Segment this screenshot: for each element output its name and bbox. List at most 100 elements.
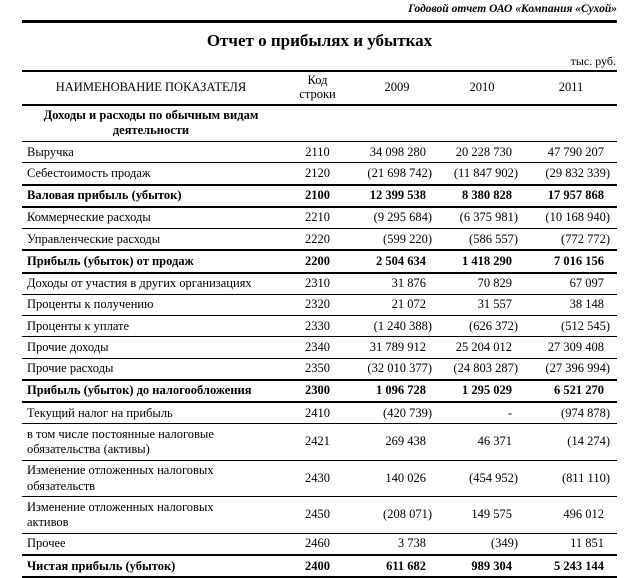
running-header: Годовой отчет ОАО «Компания «Сухой» (22, 0, 617, 20)
cell-y2011: 7 016 156 (554, 253, 604, 268)
cell-y2009: 3 738 (397, 536, 426, 551)
cell-code: 2350 (305, 361, 330, 375)
cell-y2011 (525, 105, 617, 142)
table-row: Прочее 2460 3 738 (349) 11 851 (22, 533, 617, 555)
cell-label: Изменение отложенных налоговых активов (27, 499, 214, 529)
cell-y2009: 31 789 912 (369, 339, 426, 354)
report-title: Отчет о прибылях и убытках (206, 31, 433, 50)
cell-y2011: (14 274) (567, 434, 610, 449)
cell-y2010: 25 204 012 (455, 339, 512, 354)
cell-y2009: 31 876 (391, 276, 426, 290)
table-row: Прочие расходы 2350 (32 010 377) (24 803 28… (22, 358, 617, 380)
table-row: Проценты к уплате 2330 (1 240 388) (626 372… (22, 315, 617, 337)
column-header-2010: 2010 (469, 79, 495, 94)
table-row: Доходы и расходы по обычным видам деятел… (22, 105, 617, 142)
cell-y2009: 611 682 (386, 558, 426, 573)
cell-y2009 (355, 105, 439, 142)
cell-label: Валовая прибыль (убыток) (27, 188, 182, 202)
table-row: Управленческие расходы 2220 (599 220) (586 … (22, 228, 617, 251)
cell-y2010: 1 295 029 (462, 383, 512, 398)
cell-y2011: (772 772) (561, 231, 610, 246)
table-row: Себестоимость продаж 2120 (21 698 742) (11 … (22, 162, 617, 185)
cell-code: 2220 (305, 231, 330, 246)
cell-y2009: (32 010 377) (367, 361, 432, 375)
cell-y2010: 989 304 (471, 558, 512, 573)
table-row: Доходы от участия в других организациях 2… (22, 272, 617, 295)
cell-code: 2310 (305, 276, 330, 290)
cell-label: Проценты к уплате (27, 318, 130, 333)
report-page: Годовой отчет ОАО «Компания «Сухой» Отче… (22, 0, 617, 578)
cell-label: Прочее (27, 536, 66, 551)
cell-code (280, 105, 355, 142)
header-rule (22, 20, 617, 23)
table-row: Валовая прибыль (убыток) 2100 12 399 538 8 … (22, 184, 617, 207)
table-row: Текущий налог на прибыль 2410 (420 739) - (9… (22, 402, 617, 424)
table-row: в том числе постоянные налоговые обязате… (22, 423, 617, 461)
cell-y2010: - (507, 405, 512, 420)
table-row: Изменение отложенных налоговых активов 24… (22, 496, 617, 534)
cell-y2011: 496 012 (563, 507, 604, 522)
cell-y2009: 2 504 634 (376, 253, 426, 268)
cell-label: Прибыль (убыток) до налогообложения (27, 383, 252, 398)
cell-y2009: 140 026 (385, 470, 426, 485)
cell-code: 2450 (305, 507, 330, 522)
cell-code: 2110 (305, 144, 330, 159)
cell-label: Изменение отложенных налоговых обязатель… (27, 463, 214, 493)
table-row: Прибыль (убыток) от продаж 2200 2 504 634 1… (22, 250, 617, 273)
pnl-table: НАИМЕНОВАНИЕ ПОКАЗАТЕЛЯ Код строки 2009 … (22, 70, 617, 578)
cell-y2009: 34 098 280 (369, 144, 426, 159)
cell-y2010: 149 575 (471, 507, 512, 522)
table-row: Выручка 2110 34 098 280 20 228 730 47 790 20… (22, 141, 617, 163)
column-header-code: Код строки (299, 73, 336, 101)
table-row: Прочие доходы 2340 31 789 912 25 204 012 27 … (22, 336, 617, 358)
cell-y2011: 47 790 207 (547, 144, 604, 159)
cell-y2009: 21 072 (391, 297, 426, 312)
cell-y2009: (21 698 742) (367, 165, 432, 180)
cell-y2010: (626 372) (469, 318, 518, 333)
cell-y2011: 27 309 408 (547, 339, 604, 354)
cell-label: Себестоимость продаж (27, 165, 151, 180)
cell-y2009: 269 438 (385, 434, 426, 449)
cell-y2011: (811 110) (561, 470, 610, 485)
column-header-2011: 2011 (558, 79, 584, 94)
column-header-2009: 2009 (384, 79, 410, 94)
cell-label: Управленческие расходы (27, 231, 161, 246)
cell-y2010: 31 557 (477, 297, 512, 312)
cell-y2011: (10 168 940) (545, 210, 610, 225)
running-header-text: Годовой отчет ОАО «Компания «Сухой» (408, 3, 617, 15)
cell-label: Доходы от участия в других организациях (27, 276, 252, 290)
cell-y2011: (29 832 339) (545, 165, 610, 180)
cell-y2009: (208 071) (383, 507, 432, 522)
table-body: Доходы и расходы по обычным видам деятел… (22, 105, 617, 578)
cell-y2010: 8 380 828 (462, 188, 512, 202)
table-header: НАИМЕНОВАНИЕ ПОКАЗАТЕЛЯ Код строки 2009 … (22, 71, 617, 105)
cell-code: 2320 (305, 297, 330, 312)
cell-code: 2430 (305, 470, 330, 485)
table-row: Проценты к получению 2320 21 072 31 557 38 1… (22, 294, 617, 315)
table-row: Чистая прибыль (убыток) 2400 611 682 989 30… (22, 555, 617, 578)
cell-y2010: 70 829 (477, 276, 512, 290)
cell-label: Доходы и расходы по обычным видам деятел… (43, 108, 259, 138)
cell-code: 2460 (305, 536, 330, 551)
table-row: Изменение отложенных налоговых обязатель… (22, 460, 617, 497)
cell-y2011: 17 957 868 (547, 188, 604, 202)
cell-y2010 (439, 105, 525, 142)
cell-label: Прочие доходы (27, 339, 109, 354)
cell-y2010: (24 803 287) (453, 361, 518, 375)
cell-y2010: 1 418 290 (462, 253, 512, 268)
cell-code: 2300 (305, 383, 330, 398)
cell-code: 2210 (305, 210, 330, 225)
table-row: Прибыль (убыток) до налогообложения 2300 1… (22, 379, 617, 402)
table-header-row: НАИМЕНОВАНИЕ ПОКАЗАТЕЛЯ Код строки 2009 … (22, 71, 617, 105)
cell-code: 2100 (305, 188, 330, 202)
cell-y2009: (1 240 388) (373, 318, 432, 333)
cell-y2009: 12 399 538 (369, 188, 426, 202)
cell-code: 2340 (305, 339, 330, 354)
cell-y2009: (420 739) (383, 405, 432, 420)
cell-y2010: (349) (490, 536, 518, 551)
cell-label: Чистая прибыль (убыток) (27, 558, 176, 573)
cell-y2011: (512 545) (561, 318, 610, 333)
cell-code: 2421 (305, 434, 330, 449)
cell-code: 2120 (305, 165, 330, 180)
cell-y2010: (454 952) (469, 470, 518, 485)
